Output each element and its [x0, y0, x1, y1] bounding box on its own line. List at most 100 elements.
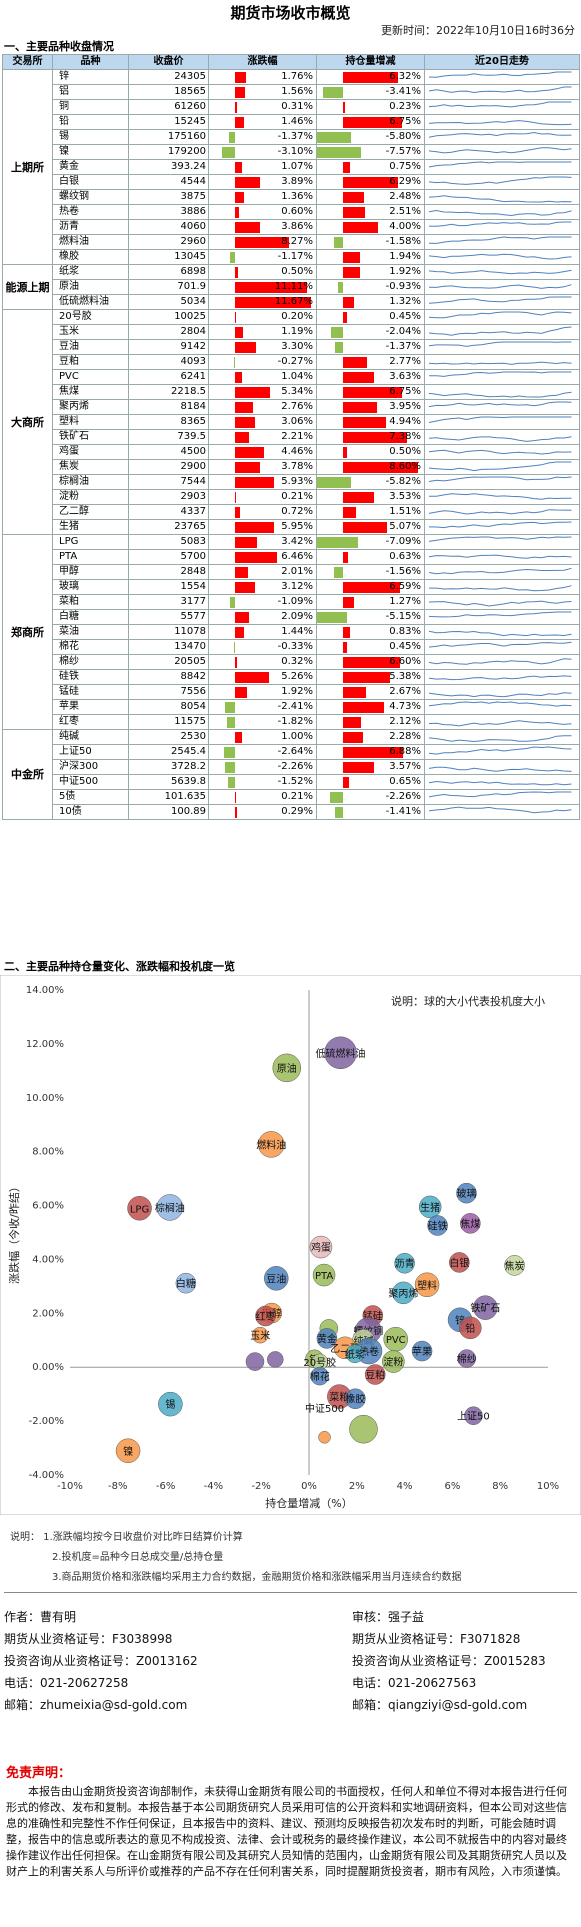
oi-bar — [343, 222, 378, 233]
oi-value: 1.94% — [389, 251, 421, 262]
change-value: 0.32% — [281, 656, 313, 667]
change-value: 2.01% — [281, 566, 313, 577]
commodity-name: 5债 — [52, 789, 129, 805]
author-email[interactable]: 邮箱：zhumeixia@sd-gold.com — [4, 1698, 188, 1712]
change-bar-cell: -2.41% — [208, 699, 317, 715]
change-value: 5.34% — [281, 386, 313, 397]
bubble — [504, 1255, 525, 1276]
change-bar-cell: 1.92% — [208, 684, 317, 700]
close-price: 2218.5 — [128, 384, 209, 400]
x-tick-label: 0% — [301, 1481, 317, 1492]
oi-value: 6.75% — [389, 386, 421, 397]
oi-bar — [343, 177, 398, 188]
chart-note: 说明：球的大小代表投机度大小 — [391, 994, 545, 1008]
change-bar-cell: -0.33% — [208, 639, 317, 655]
change-bar — [235, 477, 274, 488]
trend-sparkline — [424, 234, 580, 250]
commodity-name: 菜油 — [52, 624, 129, 640]
change-bar — [235, 237, 289, 248]
close-price: 15245 — [128, 114, 209, 130]
change-value: 1.44% — [281, 626, 313, 637]
oi-value: 5.38% — [389, 671, 421, 682]
change-value: 3.78% — [281, 461, 313, 472]
change-bar — [235, 417, 255, 428]
oi-bar — [343, 672, 390, 683]
bubble-label: 红枣 — [256, 1310, 276, 1323]
update-time: 更新时间：2022年10月10日16时36分 — [381, 24, 575, 37]
change-bar — [233, 357, 235, 368]
change-bar-cell: 1.76% — [208, 69, 317, 85]
oi-bar — [343, 372, 375, 383]
trend-sparkline — [424, 99, 580, 115]
bubble — [456, 1182, 477, 1204]
trend-sparkline — [424, 774, 580, 790]
commodity-name: 橡胶 — [52, 249, 129, 265]
exchange-cell: 能源上期 — [2, 264, 53, 310]
change-bar-cell: 0.31% — [208, 99, 317, 115]
change-bar-cell: 0.72% — [208, 504, 317, 520]
oi-value: -1.41% — [385, 806, 421, 817]
table-row: 能源上期 纸浆 6898 0.50% 1.92% — [2, 264, 580, 310]
change-bar — [235, 177, 261, 188]
commodity-name: 纸浆 — [52, 264, 129, 280]
change-bar — [235, 312, 237, 323]
oi-bar — [331, 327, 343, 338]
change-value: 1.36% — [281, 191, 313, 202]
bubble-label: 棕榈油 — [155, 1201, 185, 1214]
oi-value: -3.41% — [385, 86, 421, 97]
change-value: 0.31% — [281, 101, 313, 112]
commodity-name: 豆粕 — [52, 354, 129, 370]
bubble-label: 生猪 — [420, 1201, 440, 1214]
change-value: 3.06% — [281, 416, 313, 427]
trend-sparkline — [424, 579, 580, 595]
change-bar — [235, 87, 246, 98]
trend-sparkline — [424, 384, 580, 400]
table-row: 乙二醇 4337 0.72% 1.51% — [3, 504, 580, 520]
col-exchange: 交易所 — [2, 54, 53, 70]
oi-bar-cell: 3.63% — [316, 369, 425, 385]
change-bar — [230, 597, 235, 608]
commodity-name: 沪深300 — [52, 759, 129, 775]
commodity-name: 白糖 — [52, 609, 129, 625]
trend-sparkline — [424, 684, 580, 700]
bubble-label: 白银 — [449, 1256, 469, 1269]
close-price: 11575 — [128, 714, 209, 730]
commodity-name: 锰硅 — [52, 684, 129, 700]
table-header: 交易所 品种 收盘价 涨跌幅 持仓量增减 近20日走势 — [2, 54, 580, 70]
commodity-name: 锡 — [52, 129, 129, 145]
change-bar — [235, 282, 308, 293]
change-bar-cell: 0.32% — [208, 654, 317, 670]
change-value: 0.60% — [281, 206, 313, 217]
bubble — [427, 1215, 448, 1236]
oi-value: 0.45% — [389, 641, 421, 652]
oi-bar — [343, 522, 387, 533]
commodity-name: 棕榈油 — [52, 474, 129, 490]
change-bar-cell: 0.21% — [208, 489, 317, 505]
oi-value: 6.29% — [389, 176, 421, 187]
page-title: 期货市场收市概览 — [230, 4, 351, 22]
commodity-name: 玉米 — [52, 324, 129, 340]
close-price: 101.635 — [128, 789, 209, 805]
bubble-label: 锌 — [455, 1314, 465, 1327]
trend-sparkline — [424, 219, 580, 235]
change-bar-cell: 0.21% — [208, 789, 317, 805]
note-2: 2.投机度=品种今日总成交量/总持仓量 — [52, 1552, 224, 1563]
close-price: 7556 — [128, 684, 209, 700]
trend-sparkline — [424, 504, 580, 520]
trend-sparkline — [424, 324, 580, 340]
table-row: 大商所 20号胶 10025 0.20% 0.45% — [2, 309, 580, 535]
bubble-label: PVC — [386, 1335, 406, 1346]
change-value: 2.21% — [281, 431, 313, 442]
change-bar-cell: 0.60% — [208, 204, 317, 220]
trend-sparkline — [424, 264, 580, 280]
change-value: 1.04% — [281, 371, 313, 382]
oi-value: 4.00% — [389, 221, 421, 232]
change-bar — [235, 432, 250, 443]
oi-value: 6.60% — [389, 656, 421, 667]
table-row: 黄金 393.24 1.07% 0.75% — [3, 159, 580, 175]
close-price: 2545.4 — [128, 744, 209, 760]
reviewer-email[interactable]: 邮箱：qiangziyi@sd-gold.com — [352, 1698, 528, 1712]
bubble-label: 淀粉 — [383, 1356, 403, 1369]
oi-bar-cell: 0.45% — [316, 309, 425, 325]
author-cert: 期货从业资格证号：F3038998 — [4, 1632, 173, 1646]
